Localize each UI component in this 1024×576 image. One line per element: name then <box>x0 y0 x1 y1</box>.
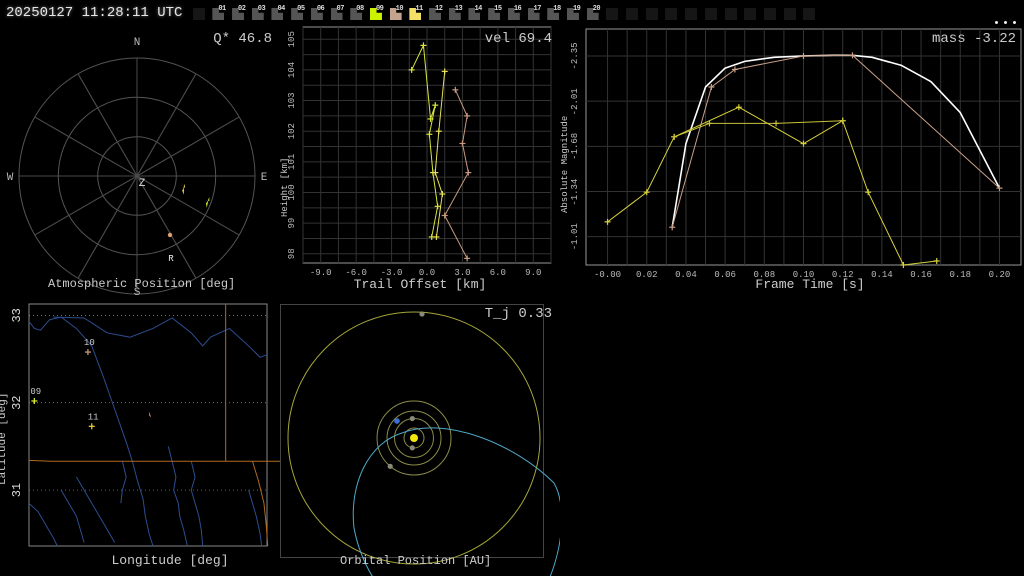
svg-text:0.20: 0.20 <box>989 270 1011 280</box>
svg-text:09: 09 <box>30 387 41 397</box>
svg-text:-2.35: -2.35 <box>570 42 580 69</box>
svg-text:0.04: 0.04 <box>675 270 697 280</box>
svg-text:9.0: 9.0 <box>525 268 541 278</box>
svg-text:32: 32 <box>10 396 24 410</box>
svg-text:11: 11 <box>88 412 99 422</box>
svg-text:104: 104 <box>287 62 297 78</box>
svg-text:-1.68: -1.68 <box>570 133 580 160</box>
svg-text:N: N <box>134 37 141 49</box>
svg-text:-2.01: -2.01 <box>570 88 580 115</box>
svg-text:0.18: 0.18 <box>949 270 971 280</box>
svg-text:Z: Z <box>139 178 146 190</box>
svg-text:105: 105 <box>287 31 297 47</box>
svg-text:99: 99 <box>287 218 297 229</box>
svg-text:W: W <box>7 172 14 184</box>
svg-text:0.02: 0.02 <box>636 270 658 280</box>
svg-text:31: 31 <box>10 483 24 497</box>
svg-text:98: 98 <box>287 248 297 259</box>
svg-text:33: 33 <box>10 308 24 322</box>
svg-text:10: 10 <box>84 338 95 348</box>
svg-text:-0.00: -0.00 <box>594 270 621 280</box>
svg-text:-1.34: -1.34 <box>570 179 580 206</box>
svg-text:E: E <box>261 172 268 184</box>
svg-text:-1.01: -1.01 <box>570 223 580 250</box>
svg-text:0.16: 0.16 <box>910 270 932 280</box>
svg-text:R: R <box>168 254 174 264</box>
